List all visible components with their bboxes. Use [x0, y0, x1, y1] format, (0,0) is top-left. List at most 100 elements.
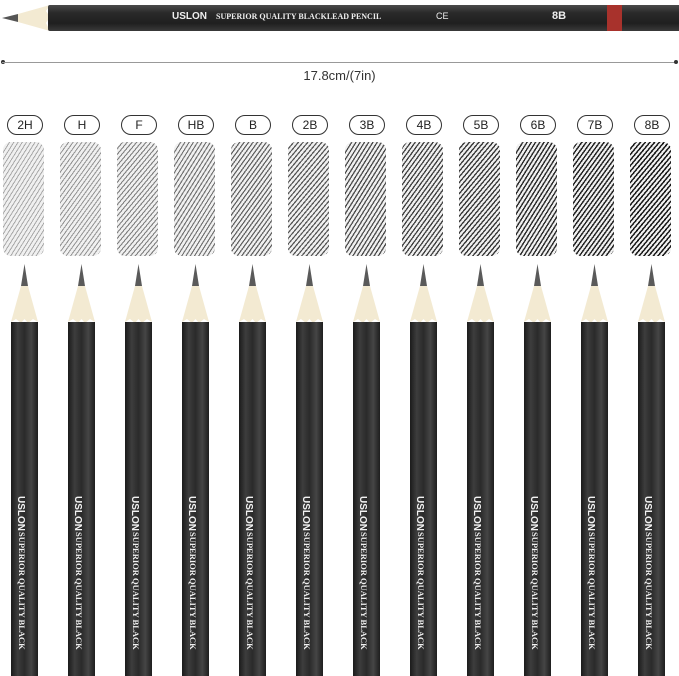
brand-label: USLON: [186, 496, 197, 531]
pencil-tip: [68, 264, 95, 323]
pencil-column-6b: 6B USLON SUPERIOR QUALITY BLACK: [510, 112, 566, 676]
brand-label: USLON: [15, 496, 26, 531]
pencil-tip: [638, 264, 665, 323]
slogan-label: SUPERIOR QUALITY BLACK: [74, 532, 84, 650]
pencil-tip: [182, 264, 209, 323]
slogan-label: SUPERIOR QUALITY BLACK: [245, 532, 255, 650]
brand-label: USLON: [471, 496, 482, 531]
grade-badge: 7B: [577, 115, 613, 135]
shading-swatch: [288, 142, 329, 256]
grade-badge: 8B: [634, 115, 670, 135]
pencil-tip: [2, 5, 50, 31]
grade-badge: B: [235, 115, 271, 135]
grade-badge: 2H: [7, 115, 43, 135]
pencil: USLON SUPERIOR QUALITY BLACK: [524, 264, 551, 676]
pencil-tip: [239, 264, 266, 323]
pencil: USLON SUPERIOR QUALITY BLACK: [296, 264, 323, 676]
pencil-column-7b: 7B USLON SUPERIOR QUALITY BLACK: [567, 112, 623, 676]
shading-swatch: [174, 142, 215, 256]
pencil: USLON SUPERIOR QUALITY BLACK: [239, 264, 266, 676]
brand-label: USLON: [243, 496, 254, 531]
slogan-label: SUPERIOR QUALITY BLACK: [587, 532, 597, 650]
slogan-label: SUPERIOR QUALITY BLACK: [359, 532, 369, 650]
pencil-body: USLON SUPERIOR QUALITY BLACK: [638, 322, 665, 676]
slogan-label: SUPERIOR QUALITY BLACK: [473, 532, 483, 650]
pencil-body: USLON SUPERIOR QUALITY BLACKLEAD PENCIL …: [48, 5, 679, 31]
pencil-column-2b: 2B USLON SUPERIOR QUALITY BLACK: [282, 112, 338, 676]
pencil: USLON SUPERIOR QUALITY BLACK: [182, 264, 209, 676]
brand-label: USLON: [129, 496, 140, 531]
shading-swatch: [231, 142, 272, 256]
pencil: USLON SUPERIOR QUALITY BLACK: [11, 264, 38, 676]
red-band: [607, 5, 622, 31]
grade-badge: 6B: [520, 115, 556, 135]
pencil-tip: [296, 264, 323, 323]
pencil-tip: [353, 264, 380, 323]
pencil-column-f: F USLON SUPERIOR QUALITY BLACK: [111, 112, 167, 676]
pencil-column-b: B USLON SUPERIOR QUALITY BLACK: [225, 112, 281, 676]
slogan-label: SUPERIOR QUALITY BLACK: [302, 532, 312, 650]
shading-swatch: [117, 142, 158, 256]
dimension-endpoint: [674, 60, 678, 64]
pencil-body: USLON SUPERIOR QUALITY BLACK: [68, 322, 95, 676]
pencil-body: USLON SUPERIOR QUALITY BLACK: [239, 322, 266, 676]
slogan-label: SUPERIOR QUALITY BLACK: [644, 532, 654, 650]
grade-badge: H: [64, 115, 100, 135]
pencil-body: USLON SUPERIOR QUALITY BLACK: [467, 322, 494, 676]
pencil-body: USLON SUPERIOR QUALITY BLACK: [410, 322, 437, 676]
pencil-column-2h: 2H USLON SUPERIOR QUALITY BLACK: [0, 112, 53, 676]
pencil: USLON SUPERIOR QUALITY BLACK: [581, 264, 608, 676]
pencil: USLON SUPERIOR QUALITY BLACK: [467, 264, 494, 676]
shading-swatch: [3, 142, 44, 256]
shading-swatch: [459, 142, 500, 256]
pencil-column-5b: 5B USLON SUPERIOR QUALITY BLACK: [453, 112, 509, 676]
slogan-label: SUPERIOR QUALITY BLACKLEAD PENCIL: [216, 12, 382, 21]
brand-label: USLON: [172, 11, 207, 22]
grade-badge: F: [121, 115, 157, 135]
slogan-label: SUPERIOR QUALITY BLACK: [131, 532, 141, 650]
brand-label: USLON: [72, 496, 83, 531]
pencil-tip: [467, 264, 494, 323]
pencil-column-hb: HB USLON SUPERIOR QUALITY BLACK: [168, 112, 224, 676]
pencil-column-8b: 8B USLON SUPERIOR QUALITY BLACK: [624, 112, 679, 676]
pencil: USLON SUPERIOR QUALITY BLACK: [353, 264, 380, 676]
pencil: USLON SUPERIOR QUALITY BLACK: [125, 264, 152, 676]
pencil-body: USLON SUPERIOR QUALITY BLACK: [296, 322, 323, 676]
shading-swatch: [345, 142, 386, 256]
pencil-tip: [581, 264, 608, 323]
pencil-body: USLON SUPERIOR QUALITY BLACK: [353, 322, 380, 676]
grade-badge: 4B: [406, 115, 442, 135]
shading-swatch: [516, 142, 557, 256]
grade-badge: HB: [178, 115, 214, 135]
pencil-body: USLON SUPERIOR QUALITY BLACK: [125, 322, 152, 676]
brand-label: USLON: [585, 496, 596, 531]
brand-label: USLON: [300, 496, 311, 531]
top-pencil: USLON SUPERIOR QUALITY BLACKLEAD PENCIL …: [0, 3, 679, 33]
grade-badge: 2B: [292, 115, 328, 135]
grade-badge: 5B: [463, 115, 499, 135]
pencil-column-h: H USLON SUPERIOR QUALITY BLACK: [54, 112, 110, 676]
brand-label: USLON: [642, 496, 653, 531]
brand-label: USLON: [357, 496, 368, 531]
slogan-label: SUPERIOR QUALITY BLACK: [416, 532, 426, 650]
slogan-label: SUPERIOR QUALITY BLACK: [17, 532, 27, 650]
pencil: USLON SUPERIOR QUALITY BLACK: [68, 264, 95, 676]
shading-swatch: [573, 142, 614, 256]
dimension-label: 17.8cm/(7in): [303, 68, 376, 83]
shading-swatch: [60, 142, 101, 256]
ce-mark: CE: [436, 11, 449, 21]
slogan-label: SUPERIOR QUALITY BLACK: [530, 532, 540, 650]
pencil-body: USLON SUPERIOR QUALITY BLACK: [11, 322, 38, 676]
pencil-tip: [125, 264, 152, 323]
dimension-line: [2, 62, 676, 63]
pencil-column-4b: 4B USLON SUPERIOR QUALITY BLACK: [396, 112, 452, 676]
grade-label: 8B: [552, 10, 567, 22]
slogan-label: SUPERIOR QUALITY BLACK: [188, 532, 198, 650]
pencil-tip: [11, 264, 38, 323]
pencil-tip: [410, 264, 437, 323]
pencil-body: USLON SUPERIOR QUALITY BLACK: [524, 322, 551, 676]
shading-swatch: [402, 142, 443, 256]
pencil: USLON SUPERIOR QUALITY BLACK: [410, 264, 437, 676]
pencil: USLON SUPERIOR QUALITY BLACK: [638, 264, 665, 676]
brand-label: USLON: [414, 496, 425, 531]
